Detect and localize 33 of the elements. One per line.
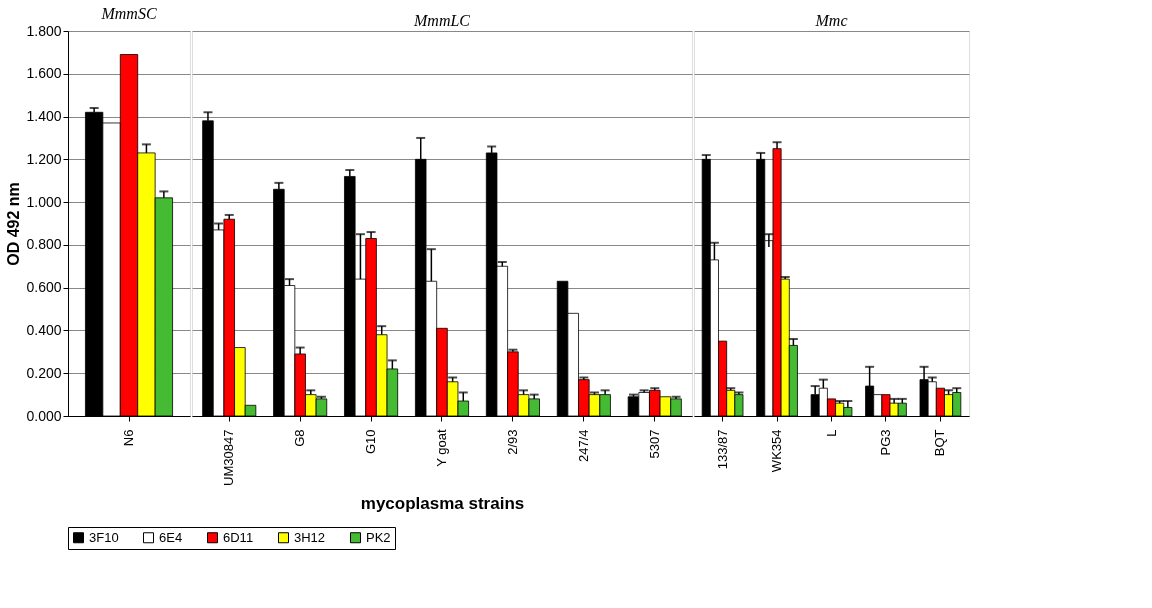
x-tick-label: PG3 bbox=[877, 429, 893, 456]
y-tick-label: 1.000 bbox=[26, 193, 62, 210]
chart-title: MmmSC bbox=[100, 5, 157, 22]
y-tick-label: 0.400 bbox=[26, 321, 62, 338]
x-tick-label: N6 bbox=[121, 429, 136, 447]
y-tick-label: 1.400 bbox=[26, 108, 62, 125]
y-tick-label: 0.200 bbox=[26, 364, 62, 381]
y-tick-label: 1.600 bbox=[26, 65, 62, 82]
x-tick-label: 247/4 bbox=[575, 429, 591, 463]
legend-label: PK2 bbox=[366, 529, 391, 545]
x-tick-label: 2/93 bbox=[504, 429, 520, 455]
legend-label: 3F10 bbox=[89, 529, 119, 545]
y-tick-label: 0.000 bbox=[26, 407, 62, 424]
x-tick-label: L bbox=[823, 429, 839, 437]
x-tick-label: UM30847 bbox=[221, 429, 237, 486]
x-tick-label: 5307 bbox=[646, 429, 662, 459]
x-tick-label: WK354 bbox=[769, 429, 785, 473]
legend-label: 3H12 bbox=[294, 529, 326, 545]
chart-title: MmmLC bbox=[412, 12, 471, 29]
x-tick-label: G10 bbox=[363, 429, 379, 455]
y-axis-title: OD 492 nm bbox=[5, 182, 23, 266]
y-tick-label: 0.800 bbox=[26, 236, 62, 253]
legend-label: 6D11 bbox=[223, 529, 254, 545]
x-tick-label: G8 bbox=[292, 429, 308, 447]
chart-title: Mmc bbox=[814, 12, 848, 29]
x-tick-label: Y goat bbox=[434, 429, 449, 467]
y-tick-label: 1.200 bbox=[26, 150, 62, 167]
y-tick-label: 0.600 bbox=[26, 279, 62, 296]
x-tick-label: 133/87 bbox=[714, 429, 730, 470]
y-tick-label: 1.800 bbox=[26, 22, 62, 39]
x-axis-title: mycoplasma strains bbox=[360, 493, 525, 513]
x-tick-label: BQT bbox=[932, 429, 948, 457]
legend-label: 6E4 bbox=[159, 529, 183, 545]
